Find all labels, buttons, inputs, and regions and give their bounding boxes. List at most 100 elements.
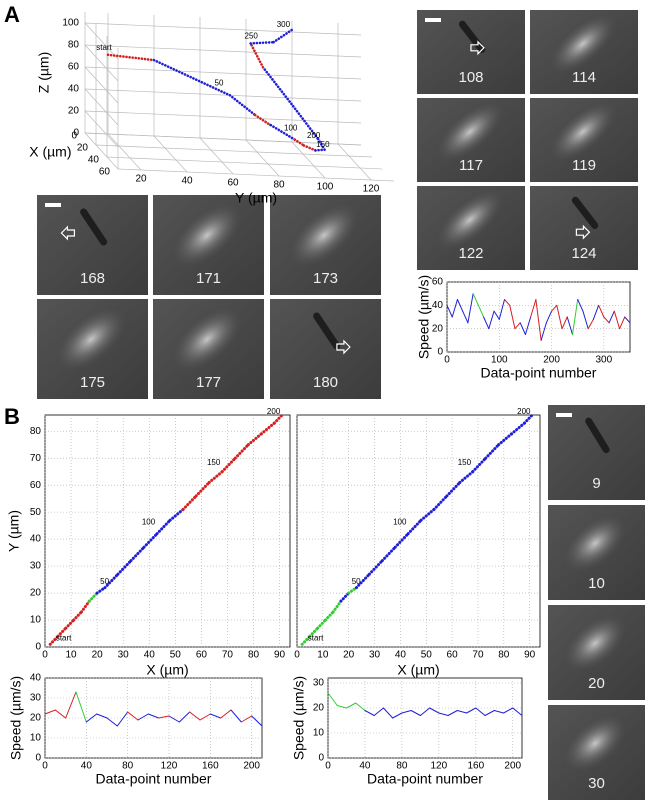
data-segment: [498, 299, 506, 320]
data-segment: [445, 480, 462, 498]
data-segment: [64, 618, 76, 630]
x-tick-label: 90: [274, 650, 286, 661]
arrow: [336, 339, 351, 355]
grid-line: [84, 110, 362, 124]
data-segment: [462, 310, 469, 324]
image-frame: 20: [548, 605, 645, 700]
image-frame: 114: [530, 10, 638, 94]
data-segment: [392, 712, 403, 719]
data-segment: [458, 470, 475, 484]
data-segment: [355, 702, 366, 711]
cell-glow: [565, 616, 628, 674]
data-segment: [587, 318, 594, 330]
data-segment: [566, 316, 573, 335]
trajectory-segment: [228, 94, 257, 117]
data-segment: [447, 710, 458, 716]
annotation: 150: [207, 458, 221, 467]
grid-line: [84, 66, 119, 104]
data-segment: [488, 310, 495, 330]
grid-line: [245, 139, 280, 177]
data-segment: [142, 532, 159, 549]
data-segment: [582, 310, 589, 330]
y-axis-label: Speed (µm/s): [291, 676, 307, 760]
data-segment: [613, 310, 621, 330]
data-segment: [467, 293, 474, 324]
data-segment: [514, 322, 521, 330]
cell-glow: [565, 716, 628, 774]
data-segment: [230, 709, 242, 723]
frame-label: 108: [458, 69, 483, 86]
data-segment: [155, 518, 172, 536]
data-segment: [432, 494, 449, 511]
plot-area: [44, 414, 291, 648]
data-segment: [308, 626, 320, 638]
data-segment: [347, 586, 358, 595]
plot-area: [327, 677, 523, 759]
y-axis-label: Y (µm): [235, 190, 277, 206]
cell-rod: [585, 417, 610, 454]
trajectory-segment: [249, 42, 265, 69]
data-segment: [137, 713, 149, 721]
y-axis-label: Y (µm): [6, 510, 22, 552]
data-segment: [339, 591, 351, 603]
cell-glow: [550, 103, 618, 164]
data-segment: [540, 322, 547, 341]
data-segment: [406, 518, 423, 536]
frame-label: 177: [196, 374, 221, 391]
data-segment: [551, 304, 558, 312]
image-frame: 108: [417, 10, 525, 94]
data-segment: [451, 299, 458, 318]
arrow: [60, 225, 76, 241]
data-segment: [466, 707, 477, 714]
data-segment: [199, 713, 211, 721]
data-segment: [246, 432, 263, 447]
data-segment: [129, 545, 146, 563]
grid-line: [84, 110, 119, 148]
data-segment: [446, 304, 453, 318]
image-frame: 168: [37, 195, 148, 295]
z-tick-label: 80: [68, 40, 80, 51]
annotation: start: [308, 633, 324, 642]
data-segment: [475, 707, 486, 716]
frame-label: 175: [80, 374, 105, 391]
x-axis-label: X (µm): [29, 144, 71, 160]
x-tick-label: 60: [99, 167, 111, 178]
grid-line: [84, 22, 119, 60]
data-segment: [116, 711, 129, 727]
data-segment: [380, 545, 397, 563]
data-segment: [472, 293, 479, 306]
image-frame: 122: [417, 186, 525, 270]
grid-line: [106, 156, 384, 170]
data-segment: [484, 443, 501, 460]
data-segment: [345, 702, 357, 709]
data-segment: [233, 443, 250, 460]
data-segment: [106, 717, 118, 727]
data-segment: [147, 713, 160, 719]
grid-line: [107, 133, 142, 171]
data-segment: [477, 304, 485, 318]
trajectory-segment: [302, 144, 317, 152]
y-tick-label: 10: [30, 615, 42, 626]
x-tick-label: 50: [170, 650, 182, 661]
image-frame: 10: [548, 505, 645, 600]
data-segment: [456, 299, 464, 312]
data-segment: [471, 456, 488, 474]
frame-label: 173: [313, 270, 338, 287]
y-tick-label: 30: [313, 678, 325, 689]
x-tick-label: 40: [88, 155, 100, 166]
frame-background: [417, 10, 525, 94]
data-segment: [48, 634, 60, 646]
data-segment: [419, 507, 436, 522]
data-segment: [240, 715, 253, 723]
data-segment: [524, 316, 532, 335]
frame-background: [37, 195, 148, 295]
data-segment: [429, 707, 440, 714]
data-segment: [483, 316, 490, 330]
frame-label: 30: [588, 775, 605, 792]
x-tick-label: 160: [202, 761, 219, 772]
y-tick-label: 20: [313, 703, 325, 714]
image-frame: 180: [270, 299, 381, 399]
x-tick-label: 0: [42, 650, 48, 661]
cell-glow: [550, 15, 618, 76]
cell-glow: [290, 205, 361, 269]
